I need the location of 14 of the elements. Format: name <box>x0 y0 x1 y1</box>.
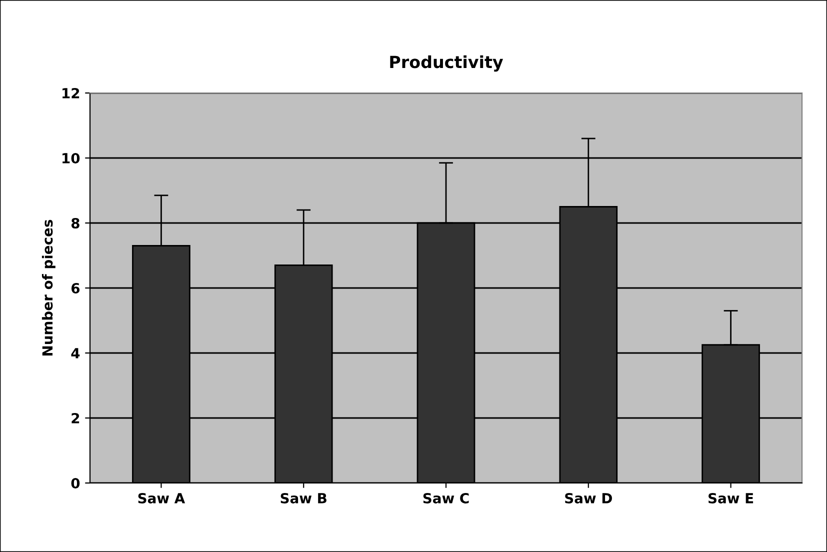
x-tick-label: Saw A <box>138 492 186 504</box>
y-tick-label: 4 <box>71 348 80 358</box>
x-tick-label: Saw D <box>565 492 612 504</box>
x-tick-label: Saw B <box>280 492 326 504</box>
y-tick-label: 2 <box>72 412 80 424</box>
y-tick-label: 12 <box>62 88 80 98</box>
chart-title: Productivity <box>390 55 504 72</box>
y-tick-label: 0 <box>71 478 80 488</box>
y-tick-label: 10 <box>62 152 80 164</box>
y-axis-title: Number of pieces <box>42 220 56 356</box>
x-tick-label: Saw E <box>708 492 754 504</box>
y-tick-label: 6 <box>71 282 80 294</box>
x-tick-label: Saw C <box>423 492 469 504</box>
y-tick-label: 8 <box>71 218 80 228</box>
